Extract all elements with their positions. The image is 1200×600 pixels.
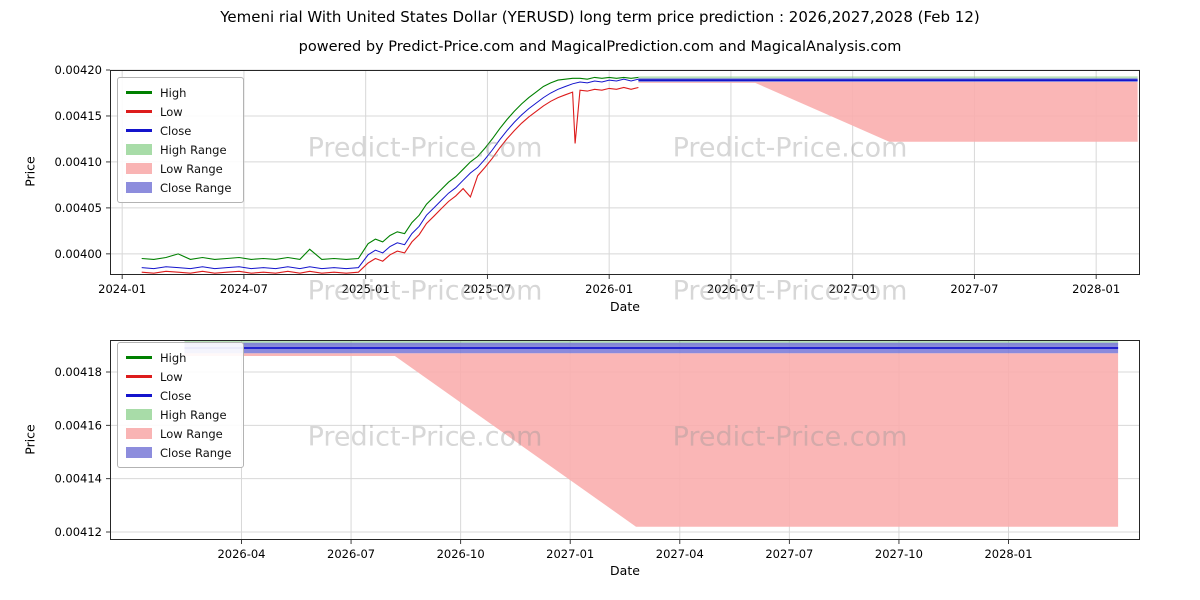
legend-swatch-high	[126, 356, 152, 359]
chart-data-layer	[184, 340, 1119, 527]
x-tick-label: 2027-01	[546, 547, 594, 561]
y-tick-label: 0.00420	[54, 63, 102, 77]
legend-item: Close	[126, 386, 231, 405]
legend-swatch-close-range	[126, 447, 152, 458]
chart-subtitle: powered by Predict-Price.com and Magical…	[298, 39, 902, 55]
legend-item: High Range	[126, 140, 231, 159]
legend-swatch-low-range	[126, 428, 152, 439]
legend-swatch-high-range	[126, 409, 152, 420]
x-tick-label: 2026-04	[217, 547, 265, 561]
y-tick-label: 0.00400	[54, 247, 102, 261]
y-axis-label-top: Price	[22, 156, 38, 187]
y-tick-label: 0.00415	[54, 109, 102, 123]
chart-data-layer	[141, 76, 1138, 274]
legend-label: Low	[160, 369, 183, 384]
x-tick-label: 2026-10	[437, 547, 485, 561]
legend-swatch-high	[126, 91, 152, 94]
series-low-line	[141, 86, 639, 274]
band-low-range	[638, 82, 1138, 142]
x-tick-label: 2027-07	[765, 547, 813, 561]
y-axis-label-bottom: Price	[22, 424, 38, 455]
legend-swatch-close	[126, 394, 152, 397]
y-tick-label: 0.00412	[54, 525, 102, 539]
legend-label: Close	[160, 388, 192, 403]
legend-item: High	[126, 83, 231, 102]
x-tick-label: 2024-01	[98, 282, 146, 296]
legend-item: Close Range	[126, 443, 231, 462]
x-axis-label-bottom: Date	[610, 563, 640, 578]
legend-swatch-low	[126, 110, 152, 113]
x-axis-label-top: Date	[610, 299, 640, 314]
x-tick-label: 2025-07	[463, 282, 511, 296]
axes-border	[110, 70, 1140, 275]
legend-label: Low	[160, 104, 183, 119]
legend-label: Close	[160, 123, 192, 138]
legend-swatch-low-range	[126, 163, 152, 174]
legend-label: Close Range	[160, 180, 232, 195]
legend-item: Close	[126, 121, 231, 140]
x-tick-label: 2027-04	[656, 547, 704, 561]
x-tick-label: 2027-10	[875, 547, 923, 561]
y-tick-label: 0.00414	[54, 472, 102, 486]
band-low-range	[184, 353, 1119, 527]
legend-label: Low Range	[160, 426, 223, 441]
y-tick-label: 0.00410	[54, 155, 102, 169]
series-close-history-line	[141, 78, 639, 270]
chart-title: Yemeni rial With United States Dollar (Y…	[220, 8, 980, 26]
legend-label: High Range	[160, 407, 227, 422]
legend-swatch-close-range	[126, 182, 152, 193]
legend-item: Low Range	[126, 424, 231, 443]
legend-label: Close Range	[160, 445, 232, 460]
legend-label: High Range	[160, 142, 227, 157]
legend-item: Low	[126, 367, 231, 386]
legend-bottom: High Low Close High Range Low Range Close Ran…	[117, 342, 245, 468]
series-high-line	[141, 76, 639, 260]
legend-item: High Range	[126, 405, 231, 424]
x-tick-label: 2025-01	[342, 282, 390, 296]
legend-top: High Low Close High Range Low Range Close Ran…	[117, 77, 245, 203]
legend-item: Low	[126, 102, 231, 121]
y-tick-label: 0.00416	[54, 418, 102, 432]
x-tick-label: 2024-07	[220, 282, 268, 296]
y-tick-label: 0.00405	[54, 201, 102, 215]
legend-swatch-low	[126, 375, 152, 378]
y-tick-label: 0.00418	[54, 365, 102, 379]
legend-item: Low Range	[126, 159, 231, 178]
legend-label: High	[160, 85, 187, 100]
legend-label: Low Range	[160, 161, 223, 176]
x-tick-label: 2026-07	[707, 282, 755, 296]
legend-swatch-close	[126, 129, 152, 132]
legend-item: High	[126, 348, 231, 367]
legend-label: High	[160, 350, 187, 365]
legend-item: Close Range	[126, 178, 231, 197]
x-tick-label: 2028-01	[984, 547, 1032, 561]
x-tick-label: 2026-01	[585, 282, 633, 296]
x-tick-label: 2028-01	[1072, 282, 1120, 296]
x-tick-label: 2027-07	[950, 282, 998, 296]
x-tick-label: 2026-07	[327, 547, 375, 561]
x-tick-label: 2027-01	[829, 282, 877, 296]
tick-labels: 2026-04 2026-07 2026-10 2027-01 2027-04 2027-…	[54, 365, 1032, 561]
legend-swatch-high-range	[126, 144, 152, 155]
tick-labels: 2024-01 2024-07 2025-01 2025-07 2026-01 2026-…	[54, 63, 1120, 296]
axes-border	[110, 340, 1140, 540]
